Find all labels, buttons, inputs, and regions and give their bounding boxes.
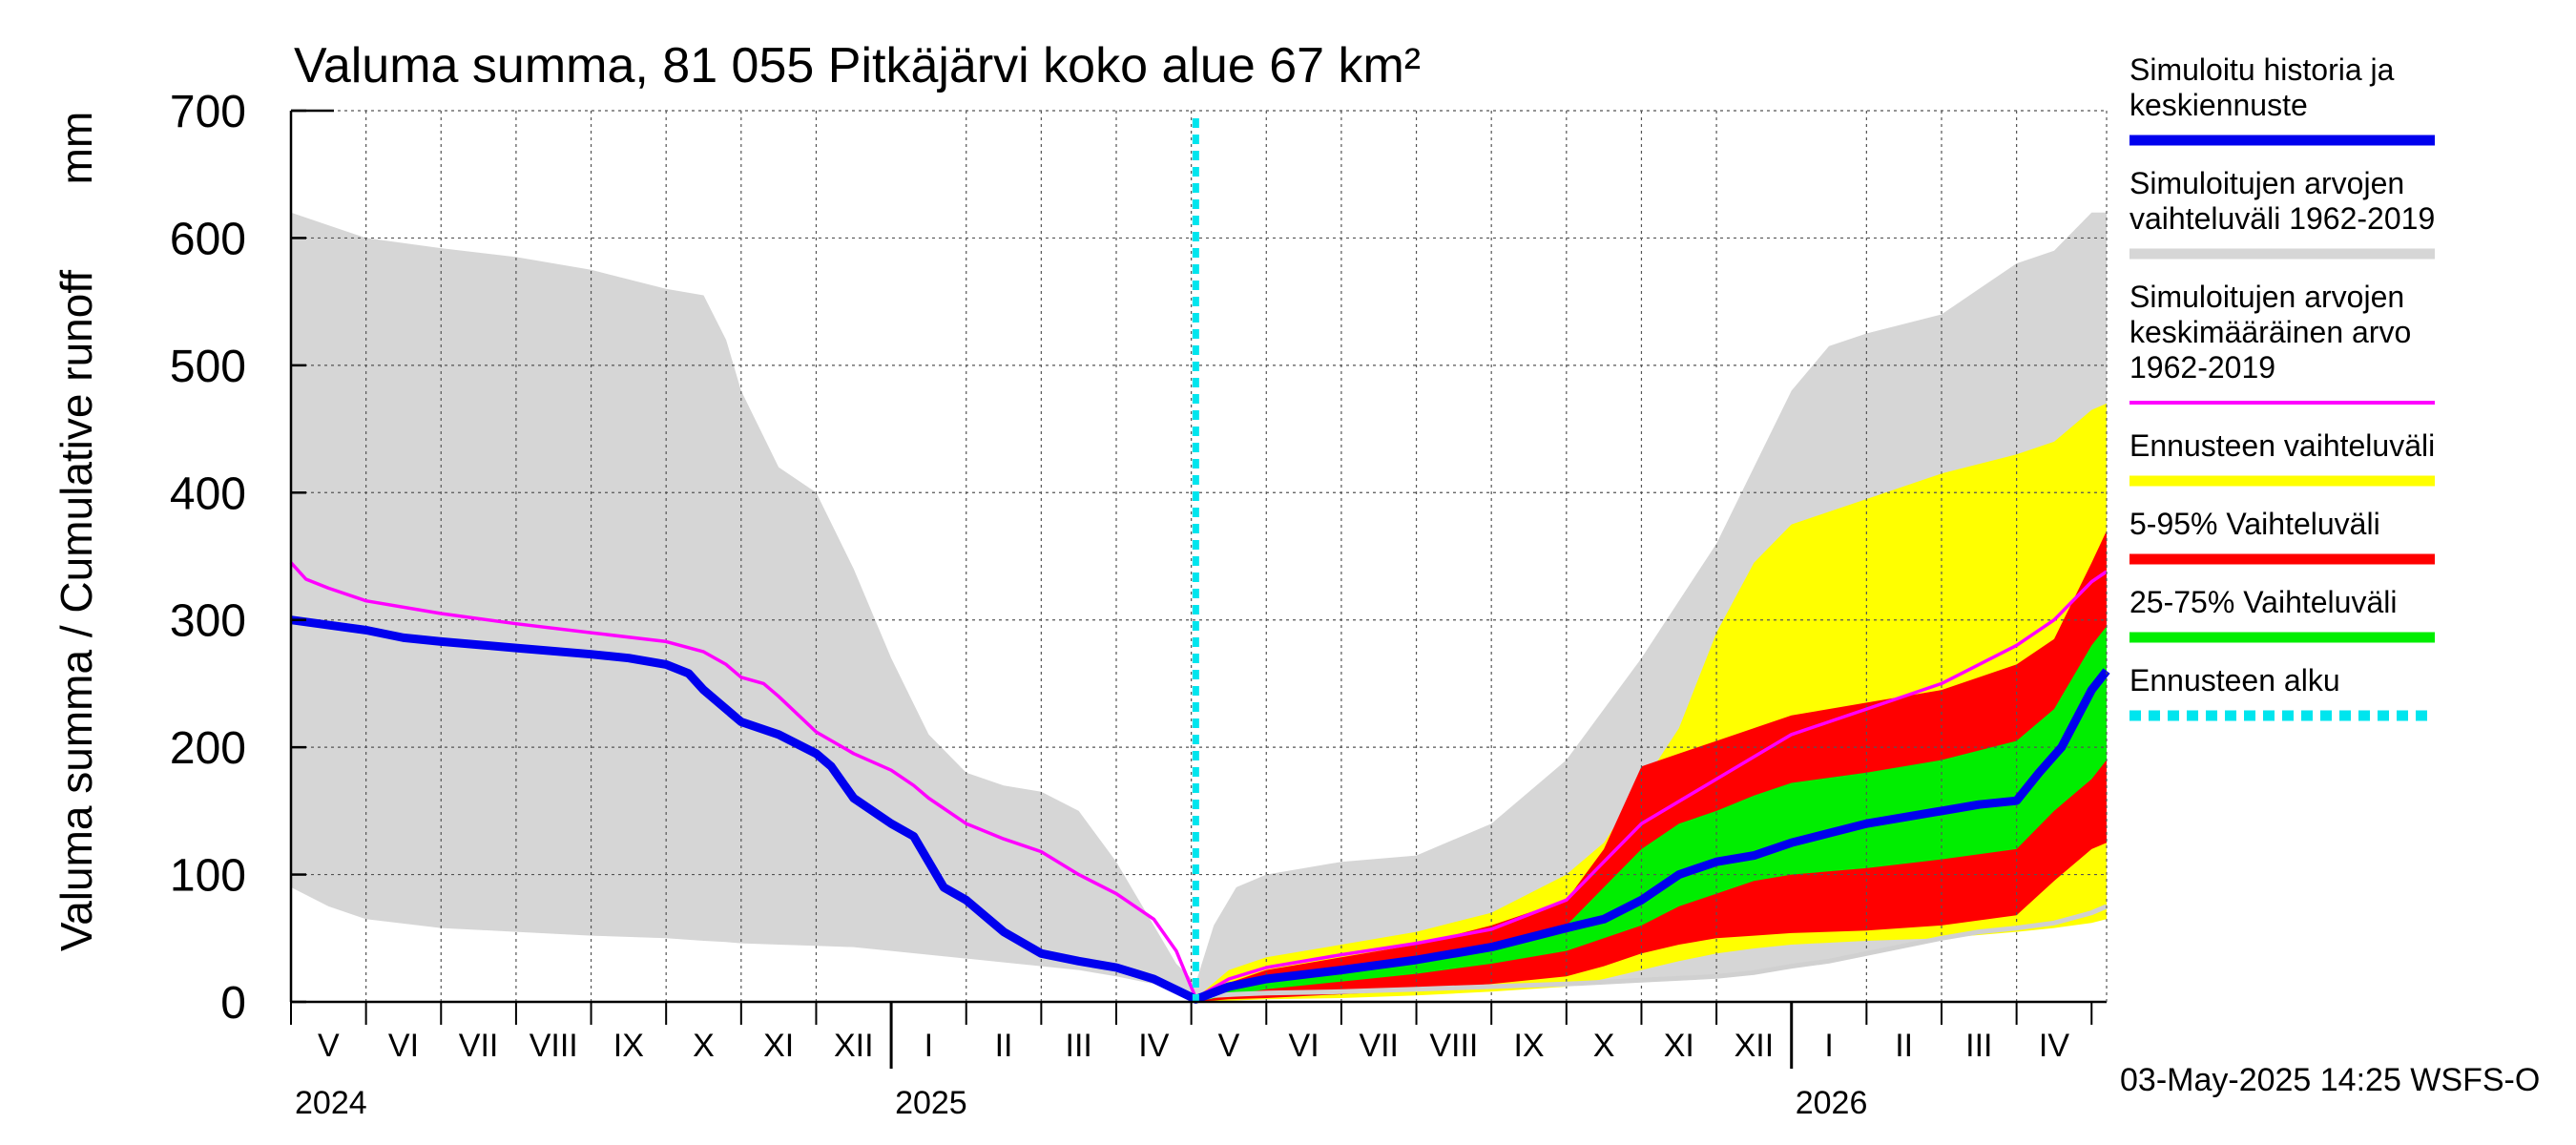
y-axis-label: Valuma summa / Cumulative runoff xyxy=(52,270,101,951)
month-label: X xyxy=(693,1028,715,1064)
year-label: 2024 xyxy=(295,1085,367,1121)
legend-label: Ennusteen alku xyxy=(2129,663,2340,697)
month-label: I xyxy=(924,1028,933,1064)
legend-label: vaihteluväli 1962-2019 xyxy=(2129,201,2435,236)
month-label: VI xyxy=(388,1028,419,1064)
month-label: IX xyxy=(613,1028,644,1064)
month-label: II xyxy=(1895,1028,1913,1064)
month-label: XI xyxy=(1664,1028,1694,1064)
month-label: VI xyxy=(1289,1028,1319,1064)
year-label: 2026 xyxy=(1796,1085,1868,1121)
y-axis-unit: mm xyxy=(52,112,101,185)
y-tick-label: 200 xyxy=(170,723,246,774)
month-label: VII xyxy=(459,1028,499,1064)
chart-title: Valuma summa, 81 055 Pitkäjärvi koko alu… xyxy=(294,38,1421,94)
legend-label: Simuloitu historia ja xyxy=(2129,52,2395,87)
y-tick-label: 700 xyxy=(170,87,246,137)
legend-label: Simuloitujen arvojen xyxy=(2129,280,2404,314)
grid-layer xyxy=(291,111,2107,1002)
series-line-1 xyxy=(290,615,2110,1004)
legend-label: 1962-2019 xyxy=(2129,350,2275,385)
month-label: XII xyxy=(1735,1028,1775,1064)
month-label: IX xyxy=(1513,1028,1544,1064)
month-label: IV xyxy=(2039,1028,2069,1064)
legend-label: keskimääräinen arvo xyxy=(2129,315,2411,349)
y-tick-label: 0 xyxy=(220,978,246,1029)
legend-label: Ennusteen vaihteluväli xyxy=(2129,428,2435,463)
y-tick-label: 500 xyxy=(170,342,246,392)
band-2 xyxy=(1195,531,2107,1002)
legend-label: keskiennuste xyxy=(2129,88,2308,122)
year-label: 2025 xyxy=(895,1085,967,1121)
month-label: V xyxy=(1218,1028,1240,1064)
month-label: III xyxy=(1066,1028,1092,1064)
series-line-0 xyxy=(289,561,2108,1000)
month-label: II xyxy=(995,1028,1013,1064)
month-label: I xyxy=(1824,1028,1833,1064)
month-label: VIII xyxy=(1429,1028,1478,1064)
legend-label: 5-95% Vaihteluväli xyxy=(2129,507,2380,541)
envelope-min-line xyxy=(1195,904,2108,1002)
y-tick-label: 600 xyxy=(170,214,246,264)
month-label: XII xyxy=(834,1028,874,1064)
line-layer xyxy=(289,118,2110,1004)
month-label: VII xyxy=(1359,1028,1399,1064)
month-label: IV xyxy=(1138,1028,1169,1064)
month-label: XI xyxy=(763,1028,794,1064)
y-tick-label: 400 xyxy=(170,468,246,519)
y-tick-label: 300 xyxy=(170,596,246,647)
legend-label: Simuloitujen arvojen xyxy=(2129,166,2404,200)
legend-label: 25-75% Vaihteluväli xyxy=(2129,585,2397,619)
month-label: VIII xyxy=(530,1028,578,1064)
month-label: X xyxy=(1593,1028,1615,1064)
timestamp: 03-May-2025 14:25 WSFS-O xyxy=(2120,1062,2540,1098)
month-label: V xyxy=(318,1028,340,1064)
y-tick-label: 100 xyxy=(170,851,246,902)
month-label: III xyxy=(1965,1028,1992,1064)
